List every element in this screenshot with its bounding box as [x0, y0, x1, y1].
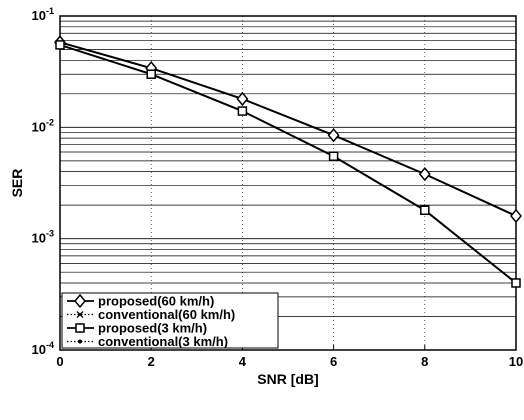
- series-line: [59, 44, 517, 284]
- y-tick-label: 10-2: [32, 117, 54, 134]
- x-tick-label: 10: [509, 354, 523, 369]
- diamond-marker: [236, 91, 249, 107]
- series-0: [54, 35, 522, 224]
- y-tick-label: 10-3: [32, 229, 54, 246]
- diamond-marker: [418, 166, 431, 182]
- y-axis-label: SER: [9, 169, 25, 198]
- legend-entry: conventional(60 km/h): [67, 307, 235, 322]
- x-tick-label: 6: [330, 354, 337, 369]
- dot-marker: [78, 339, 82, 344]
- axis-ticks: 0 2 4 6 8 10 10-1 10-2 10-3 10-4: [32, 6, 524, 369]
- x-tick-label: 8: [421, 354, 428, 369]
- square-marker: [75, 323, 85, 333]
- diamond-marker: [74, 293, 86, 309]
- diamond-marker: [510, 208, 522, 224]
- grid: [59, 16, 517, 351]
- square-marker: [511, 278, 521, 288]
- square-marker: [55, 40, 65, 50]
- legend-entry: proposed(3 km/h): [67, 321, 207, 336]
- legend-label: conventional(3 km/h): [98, 334, 228, 349]
- series-line: [59, 43, 517, 284]
- legend-entry: conventional(3 km/h): [67, 334, 228, 349]
- y-tick-label: 10-1: [32, 6, 54, 23]
- y-tick-label: 10-4: [32, 340, 54, 357]
- square-marker: [420, 205, 430, 215]
- legend-box: [61, 292, 279, 349]
- series-line: [59, 41, 517, 217]
- square-marker: [328, 151, 339, 161]
- series-3: [58, 42, 518, 285]
- legend-label: conventional(60 km/h): [98, 307, 235, 322]
- square-marker: [237, 106, 248, 116]
- legend-label: proposed(3 km/h): [98, 321, 207, 336]
- x-tick-label: 0: [56, 354, 63, 369]
- x-tick-label: 4: [239, 354, 247, 369]
- legend-label: proposed(60 km/h): [98, 294, 214, 309]
- plot-frame: [59, 15, 517, 351]
- x-marker: [76, 311, 84, 318]
- series-group: [54, 35, 522, 288]
- x-tick-label: 2: [148, 354, 155, 369]
- legend-entry: proposed(60 km/h): [67, 294, 214, 309]
- square-marker: [146, 69, 156, 79]
- legend: proposed(60 km/h)conventional(60 km/h)pr…: [61, 292, 279, 349]
- series-2: [55, 40, 521, 288]
- diamond-marker: [327, 128, 340, 143]
- x-axis-label: SNR [dB]: [257, 371, 318, 387]
- series-line: [59, 41, 517, 217]
